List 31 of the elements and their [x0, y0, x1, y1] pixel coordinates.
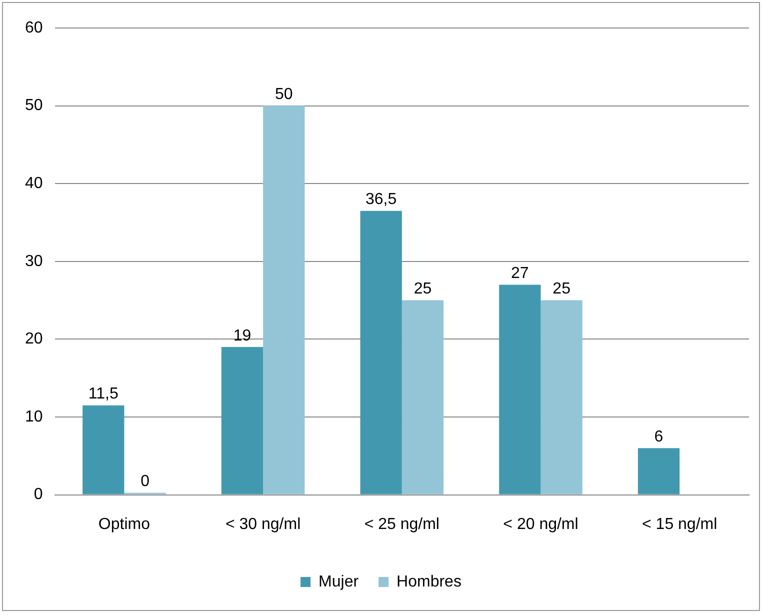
data-label: 27	[511, 265, 529, 282]
data-label: 11,5	[88, 386, 118, 403]
y-tick-label: 50	[25, 97, 43, 114]
bar	[360, 210, 402, 494]
y-tick-label: 10	[25, 408, 43, 426]
data-label: 36,5	[366, 191, 397, 208]
data-label: 0	[140, 473, 150, 490]
bar	[540, 300, 582, 494]
x-tick-label: < 20 ng/ml	[503, 516, 578, 533]
y-tick-label: 20	[25, 330, 43, 348]
bar	[499, 284, 541, 494]
y-tick-label: 0	[34, 486, 43, 504]
x-tick-label: < 30 ng/ml	[225, 516, 301, 533]
x-tick-label: < 25 ng/ml	[364, 516, 440, 533]
data-label: 6	[654, 428, 664, 446]
y-tick-label: 30	[25, 252, 43, 270]
bar	[638, 448, 680, 494]
data-label: 25	[552, 280, 571, 298]
x-tick-label: Optimo	[98, 516, 150, 533]
legend-label: Hombres	[396, 573, 462, 590]
data-label: 50	[274, 86, 293, 104]
bar	[221, 346, 264, 494]
x-tick-label: < 15 ng/ml	[642, 516, 718, 533]
bar	[263, 106, 305, 494]
bar	[402, 300, 444, 494]
legend-label: Mujer	[318, 573, 360, 590]
bar	[82, 405, 124, 494]
y-tick-label: 60	[25, 19, 43, 36]
data-label: 25	[414, 280, 432, 298]
data-label: 19	[233, 327, 252, 344]
y-tick-label: 40	[25, 175, 43, 192]
